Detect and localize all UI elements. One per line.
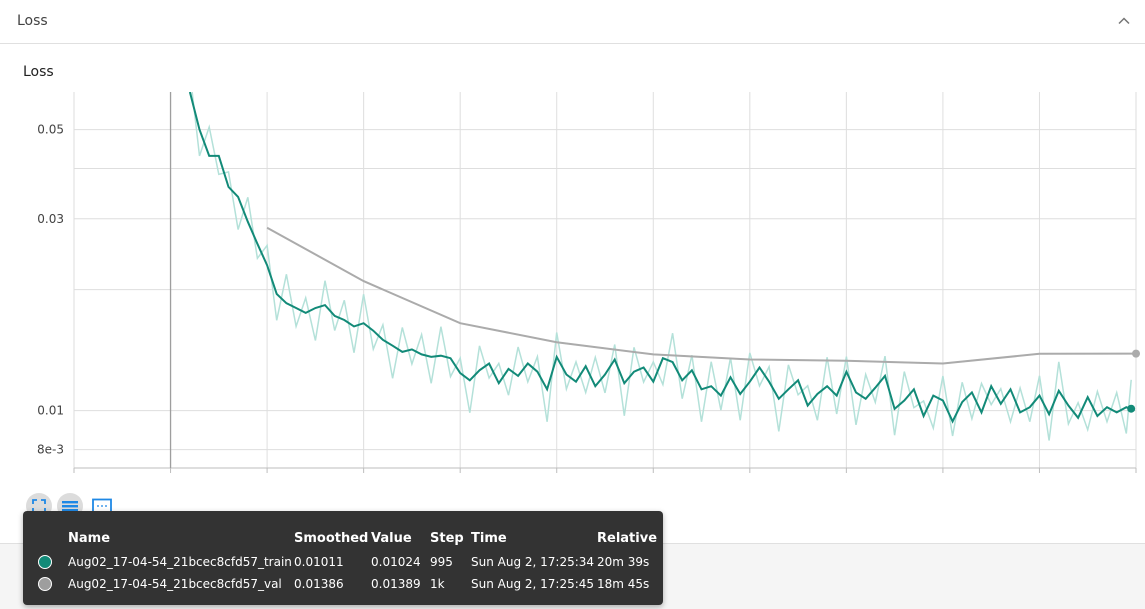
y-tick-label: 0.05 <box>37 123 64 137</box>
tooltip-row-val: Aug02_17-04-54_21bcec8cfd57_val 0.01386 … <box>23 573 657 595</box>
card-header[interactable]: Loss <box>0 0 1145 44</box>
series-color-dot <box>38 555 52 570</box>
chart-title: Loss <box>23 64 54 80</box>
loss-chart[interactable]: 0.05 0.03 0.01 8e-3 <box>0 86 1145 486</box>
tooltip-row-train: Aug02_17-04-54_21bcec8cfd57_train 0.0101… <box>23 551 657 573</box>
header-smoothed: Smoothed <box>294 530 369 546</box>
header-name: Name <box>68 530 111 546</box>
train-smoothed-line <box>188 92 1132 424</box>
tooltip-table: Name Smoothed Value Step Time Relative A… <box>23 529 657 595</box>
grid <box>73 92 1137 468</box>
header-step: Step <box>430 530 464 546</box>
chevron-up-icon[interactable] <box>1117 14 1131 28</box>
train-raw-line <box>191 92 1132 441</box>
fit-domain-icon <box>32 499 46 513</box>
train-end-marker <box>1127 404 1136 413</box>
row-name: Aug02_17-04-54_21bcec8cfd57_val <box>68 577 282 591</box>
row-smoothed: 0.01011 <box>294 555 344 569</box>
series-tooltip: Name Smoothed Value Step Time Relative A… <box>23 511 663 605</box>
series-color-dot <box>38 577 52 592</box>
axes: 0.05 0.03 0.01 8e-3 <box>37 92 1137 473</box>
header-relative: Relative <box>597 530 658 546</box>
row-relative: 18m 45s <box>597 577 650 591</box>
header-time: Time <box>471 530 507 546</box>
val-smoothed-line <box>266 226 1136 365</box>
toggle-log-scale-icon <box>62 501 78 512</box>
card-title: Loss <box>17 13 48 29</box>
series-group <box>188 92 1136 441</box>
row-time: Sun Aug 2, 17:25:45 <box>471 577 595 591</box>
row-value: 0.01389 <box>371 577 421 591</box>
loss-card: Loss Loss 0.05 0.03 0.01 8e-3 <box>0 0 1145 544</box>
y-tick-label: 0.03 <box>37 212 64 226</box>
val-end-marker <box>1132 349 1140 358</box>
header-value: Value <box>371 530 412 546</box>
row-smoothed: 0.01386 <box>294 577 344 591</box>
row-relative: 20m 39s <box>597 555 650 569</box>
row-value: 0.01024 <box>371 555 421 569</box>
row-name: Aug02_17-04-54_21bcec8cfd57_train <box>68 555 292 569</box>
y-tick-label: 0.01 <box>37 404 64 418</box>
y-tick-label: 8e-3 <box>37 443 64 457</box>
row-step: 995 <box>430 555 453 569</box>
row-time: Sun Aug 2, 17:25:34 <box>471 555 595 569</box>
series <box>188 92 1140 441</box>
row-step: 1k <box>430 577 445 591</box>
tooltip-header-row: Name Smoothed Value Step Time Relative <box>23 529 657 551</box>
